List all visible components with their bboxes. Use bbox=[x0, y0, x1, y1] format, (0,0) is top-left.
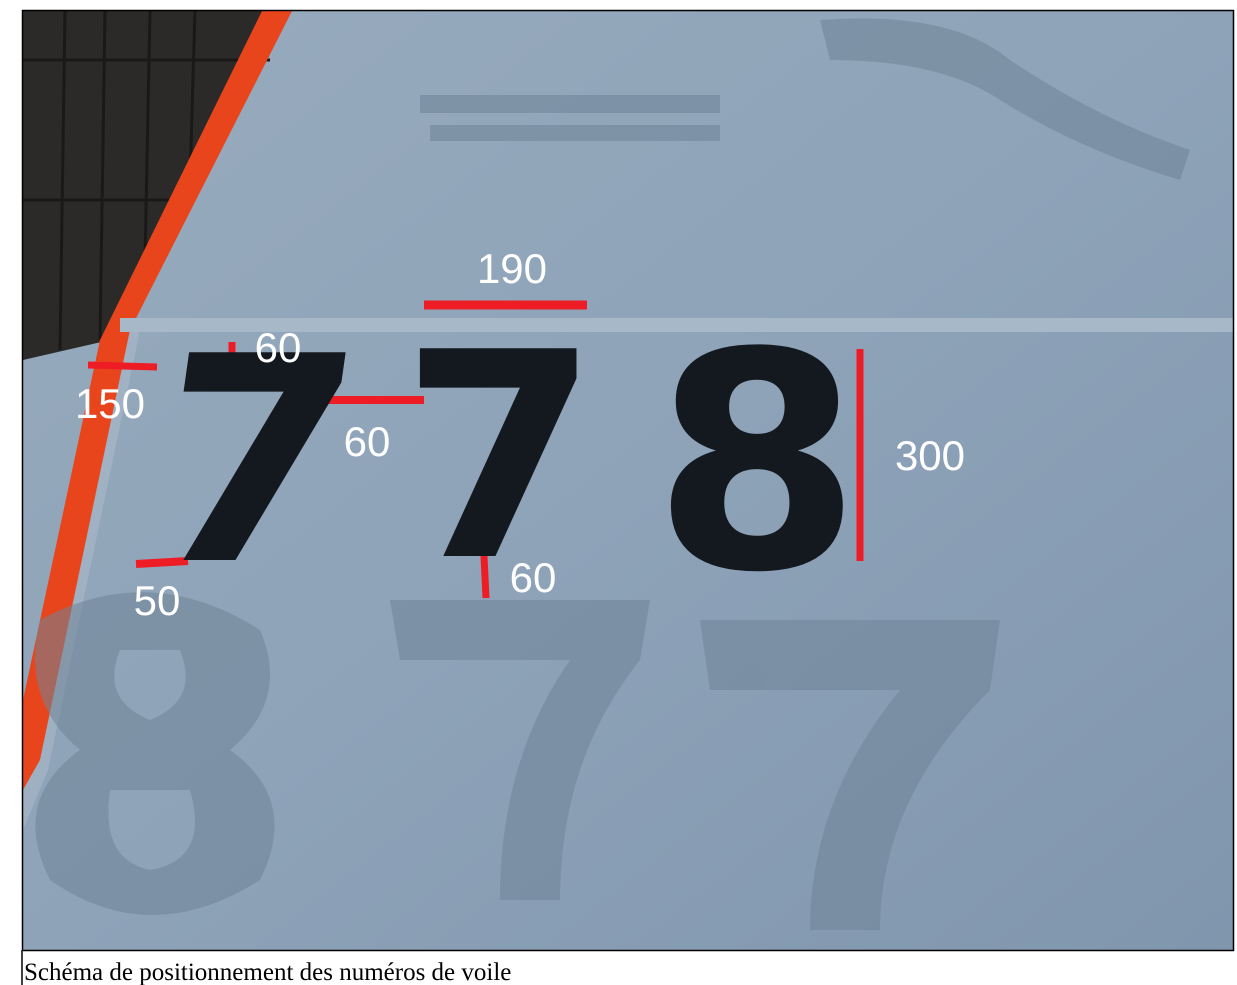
dimension-label: 190 bbox=[477, 245, 547, 292]
page: Schéma de positionnement des numéros de … bbox=[0, 0, 1237, 985]
dimension-label: 300 bbox=[895, 432, 965, 479]
dimension-line bbox=[88, 365, 157, 367]
dimension-label: 60 bbox=[344, 418, 391, 465]
sail-digit: 7 bbox=[401, 292, 599, 624]
dimension-label: 60 bbox=[255, 324, 302, 371]
dimension-label: 50 bbox=[134, 577, 181, 624]
dimension-label: 150 bbox=[75, 380, 145, 427]
caption: Schéma de positionnement des numéros de … bbox=[24, 959, 511, 985]
figure: Schéma de positionnement des numéros de … bbox=[0, 0, 1237, 985]
dimension-label: 60 bbox=[510, 554, 557, 601]
sail-digit: 8 bbox=[653, 289, 862, 638]
